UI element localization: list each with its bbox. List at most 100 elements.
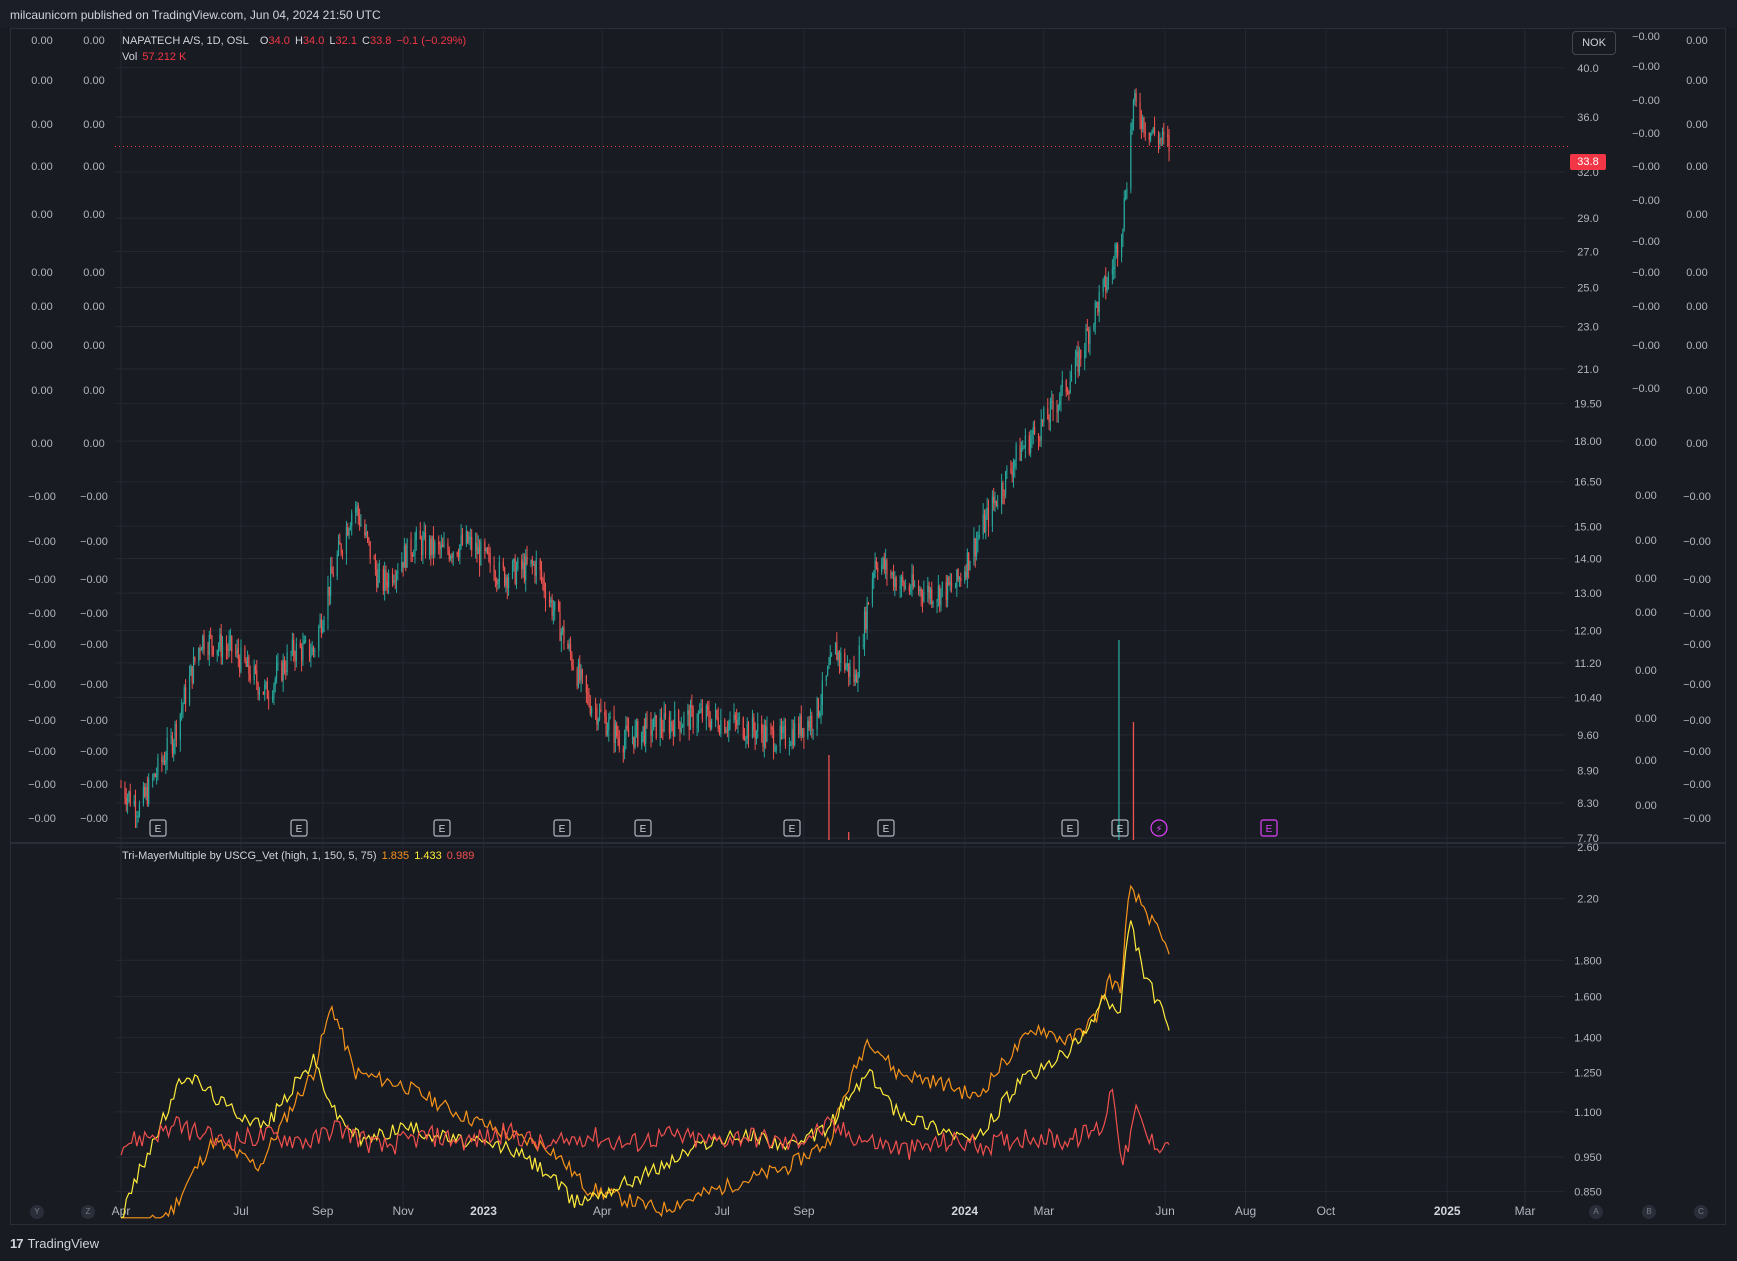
candle-body — [1152, 127, 1154, 133]
candle-body — [336, 554, 338, 577]
candle-body — [946, 577, 949, 601]
earnings-marker — [290, 819, 308, 837]
earnings-marker — [1111, 819, 1129, 837]
left-scale-2-label: −0.00 — [80, 715, 108, 727]
price-axis-label: 36.0 — [1577, 112, 1598, 124]
candle-body — [937, 586, 939, 601]
candle-body — [265, 681, 267, 685]
candle-body — [691, 704, 693, 709]
left-scale-1-label: −0.00 — [28, 536, 56, 548]
currency-button[interactable]: NOK — [1572, 31, 1616, 55]
chart-frame[interactable] — [10, 28, 1726, 1225]
candle-body — [1126, 188, 1128, 198]
candle-body — [1056, 410, 1058, 413]
time-axis-label: Jul — [714, 1204, 729, 1218]
candle-body — [1134, 92, 1136, 100]
symbol-title[interactable]: NAPATECH A/S, 1D, OSL — [122, 35, 249, 47]
right-scale-2-label: 0.00 — [1686, 301, 1707, 313]
corner-button-a[interactable]: A — [1589, 1205, 1603, 1219]
candle-body — [507, 577, 510, 589]
candle-body — [837, 652, 839, 661]
corner-button-b[interactable]: B — [1642, 1205, 1656, 1219]
candle-body — [882, 557, 884, 566]
candle-body — [1117, 244, 1119, 257]
volume-label[interactable]: Vol — [122, 51, 138, 63]
indicator-title[interactable]: Tri-MayerMultiple by USCG_Vet (high, 1, … — [122, 850, 377, 862]
candle-body — [1002, 482, 1004, 495]
candle-body — [258, 691, 261, 695]
candle-body — [993, 496, 995, 504]
candle-body — [617, 736, 619, 739]
candle-body — [377, 572, 379, 588]
candle-body — [995, 500, 997, 506]
candle-body — [340, 544, 342, 553]
candle-body — [875, 560, 877, 568]
candle-body — [515, 568, 518, 584]
candle-body — [834, 642, 837, 655]
candle-body — [568, 644, 570, 649]
candle-body — [496, 579, 498, 585]
candle-body — [1041, 419, 1044, 422]
candle-body — [1010, 469, 1012, 471]
candle-body — [285, 670, 287, 673]
candle-body — [678, 710, 680, 722]
candle-body — [1048, 419, 1050, 423]
low-label: L — [329, 35, 336, 47]
tradingview-brand[interactable]: 17 TradingView — [10, 1236, 99, 1251]
candle-body — [1151, 132, 1153, 134]
candle-body — [467, 531, 469, 543]
candle-body — [448, 550, 450, 560]
candle-body — [1167, 134, 1169, 138]
corner-button-z[interactable]: Z — [81, 1205, 95, 1219]
candle-body — [562, 626, 564, 632]
candle-body — [891, 572, 893, 575]
publish-info: milcaunicorn published on TradingView.co… — [10, 8, 381, 22]
candle-body — [165, 760, 167, 764]
candle-body — [273, 685, 275, 697]
candle-body — [783, 725, 785, 728]
time-axis-label: Sep — [312, 1204, 334, 1218]
candle-body — [738, 717, 740, 720]
candle-body — [331, 567, 333, 574]
candle-body — [904, 585, 906, 589]
indicator-value-red: 0.989 — [446, 850, 475, 862]
candle-body — [548, 600, 551, 603]
candle-body — [525, 556, 527, 581]
candle-body — [293, 639, 295, 656]
candle-body — [577, 663, 580, 687]
candle-body — [430, 539, 432, 555]
candle-body — [351, 513, 353, 526]
time-axis-label: Sep — [793, 1204, 815, 1218]
right-scale-1-label: −0.00 — [1632, 31, 1660, 43]
candle-body — [469, 536, 471, 540]
right-scale-2-label: −0.00 — [1683, 746, 1711, 758]
candle-body — [161, 757, 163, 762]
right-scale-2-label: 0.00 — [1686, 267, 1707, 279]
candle-body — [378, 568, 380, 573]
candle-body — [936, 600, 938, 603]
candle-body — [514, 558, 516, 584]
time-axis-label: Apr — [593, 1204, 612, 1218]
candle-body — [248, 656, 250, 675]
candle-body — [873, 573, 875, 579]
corner-button-y[interactable]: Y — [30, 1205, 44, 1219]
candle-body — [152, 778, 154, 780]
candle-body — [576, 669, 578, 687]
right-scale-1-label: 0.00 — [1635, 665, 1656, 677]
dividend-marker-label: ⚡ — [1155, 824, 1162, 835]
corner-button-c[interactable]: C — [1694, 1205, 1708, 1219]
candle-body — [886, 560, 888, 575]
candle-body — [877, 567, 879, 573]
close-label: C — [362, 35, 370, 47]
candle-body — [236, 648, 238, 653]
left-scale-2-label: 0.00 — [83, 340, 104, 352]
candle-body — [521, 559, 523, 570]
candle-body — [572, 666, 574, 670]
candle-body — [128, 791, 130, 797]
left-scale-1-label: 0.00 — [31, 301, 52, 313]
candle-body — [1014, 460, 1016, 467]
candle-body — [471, 536, 473, 551]
time-axis-label: 2024 — [951, 1204, 978, 1218]
candle-body — [1015, 444, 1017, 461]
